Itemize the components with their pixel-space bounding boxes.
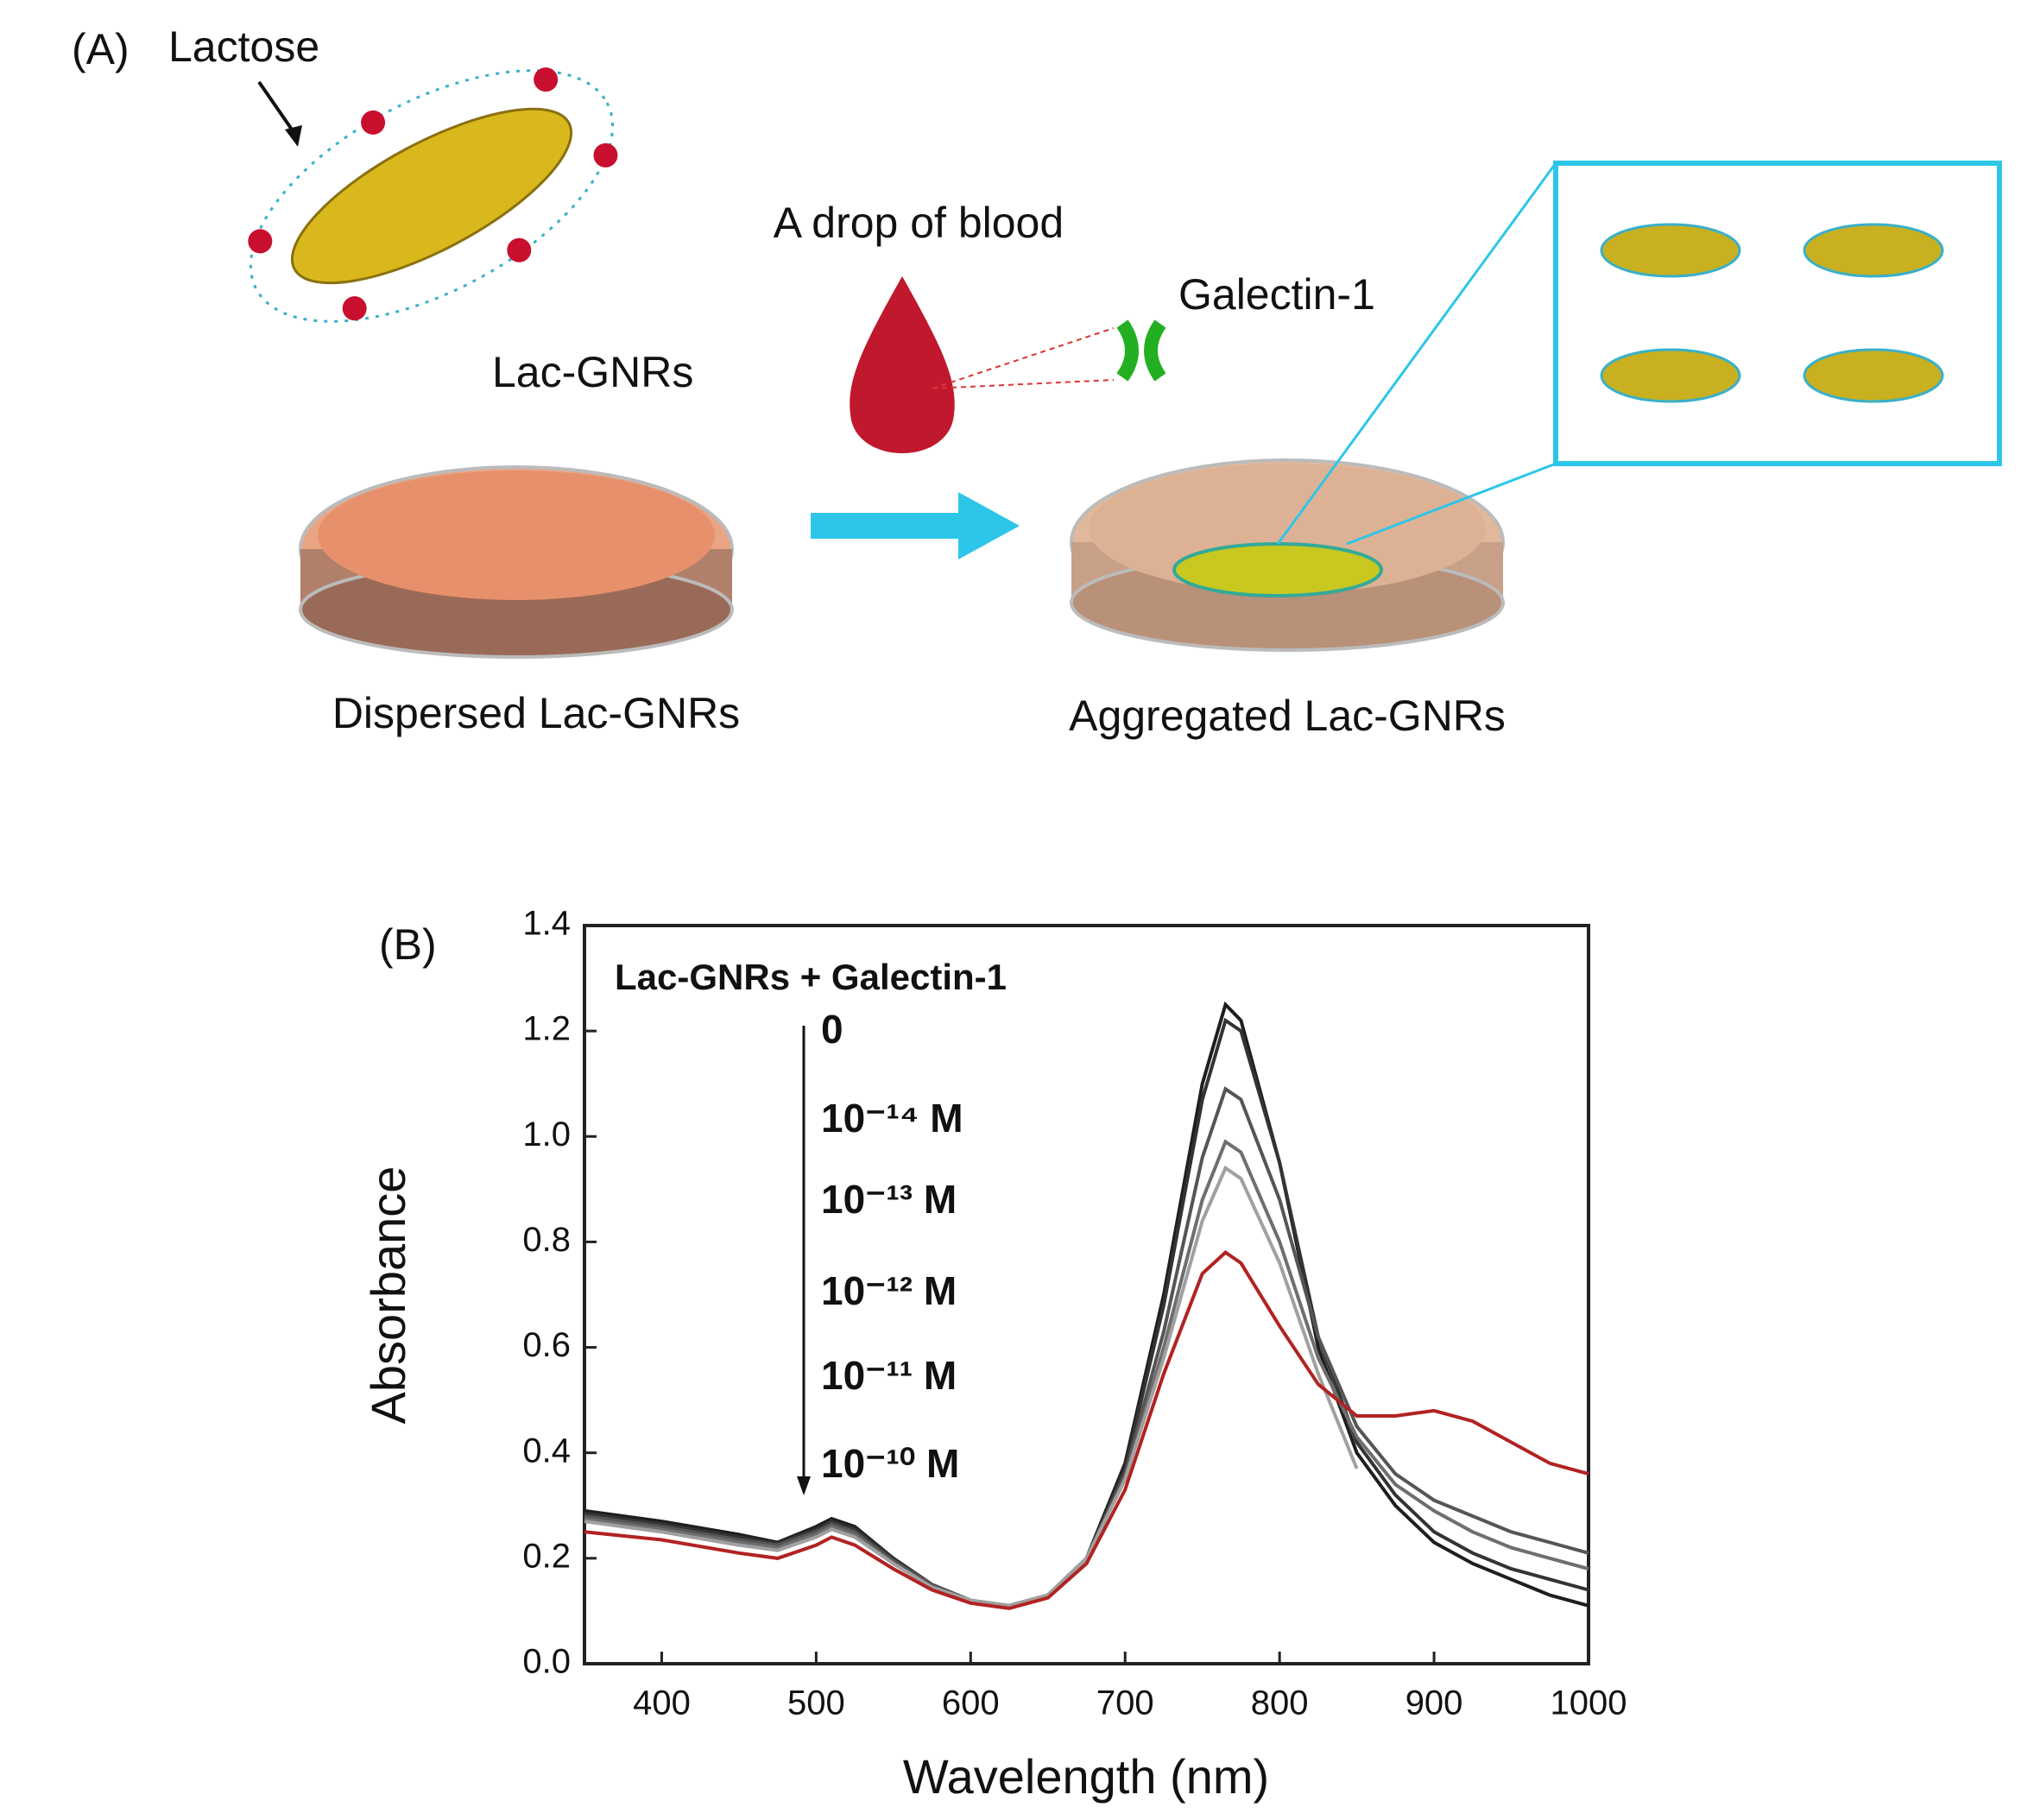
zoom-line <box>1276 162 1557 545</box>
rod-illustration <box>248 67 618 323</box>
arrow-head <box>797 1476 811 1495</box>
lactose-dot <box>507 237 532 262</box>
x-tick-label: 500 <box>787 1684 845 1722</box>
x-tick-label: 1000 <box>1551 1684 1627 1722</box>
y-tick-label: 0.8 <box>522 1221 571 1259</box>
dashed-line <box>932 379 1115 389</box>
legend-label: 10⁻¹¹ M <box>821 1353 957 1398</box>
panel-a: (A) Lactose Lac-GNRs A drop of blood Gal… <box>72 22 2002 740</box>
label-protein: Galectin-1 <box>1178 270 1375 319</box>
inset-rod <box>1600 348 1741 403</box>
lactose-dot <box>361 110 386 135</box>
y-axis-title: Absorbance <box>361 1166 415 1425</box>
x-tick-label: 800 <box>1251 1684 1309 1722</box>
blood-drop <box>850 276 955 453</box>
inset-rod <box>1803 348 1944 403</box>
process-arrow <box>811 492 1020 559</box>
label-lactose: Lactose <box>168 22 319 71</box>
aggregate <box>1172 542 1383 597</box>
x-tick-label: 600 <box>942 1684 1000 1722</box>
legend-title: Lac-GNRs + Galectin-1 <box>615 957 1007 997</box>
galectin-icon <box>1116 319 1166 382</box>
y-tick-label: 0.6 <box>522 1326 571 1364</box>
label-right-dish: Aggregated Lac-GNRs <box>1069 692 1506 740</box>
panel-b: (B) Lac-GNRs + Galectin-1 Wavelength (nm… <box>361 905 1627 1804</box>
series-line <box>584 1001 1589 1608</box>
series-line <box>584 1250 1589 1610</box>
series-line <box>584 1086 1589 1608</box>
legend-label: 0 <box>821 1007 843 1052</box>
plot-frame <box>583 924 1590 1665</box>
y-tick-label: 1.2 <box>522 1010 571 1048</box>
panel-label: (A) <box>72 25 129 73</box>
label-rod: Lac-GNRs <box>492 348 693 396</box>
lactose-dot <box>534 67 559 92</box>
y-tick-label: 1.0 <box>522 1115 571 1153</box>
x-tick-label: 700 <box>1096 1684 1154 1722</box>
zoom-line <box>1346 462 1557 546</box>
ligand-shell <box>249 69 615 323</box>
inset-rod <box>1803 223 1944 278</box>
inset-rod <box>1600 223 1741 278</box>
label-drop: A drop of blood <box>774 199 1064 247</box>
legend-label: 10⁻¹³ M <box>821 1177 957 1222</box>
x-tick-label: 900 <box>1405 1684 1463 1722</box>
legend-label: 10⁻¹⁰ M <box>821 1441 959 1486</box>
legend-label: 10⁻¹⁴ M <box>821 1096 963 1141</box>
y-tick-label: 0.0 <box>522 1643 571 1681</box>
lactose-dot <box>342 296 367 321</box>
x-axis-title: Wavelength (nm) <box>903 1749 1269 1804</box>
dish-liquid <box>318 471 715 600</box>
panel-label: (B) <box>379 920 437 969</box>
lactose-dot <box>248 229 273 254</box>
y-tick-label: 1.4 <box>522 905 571 943</box>
label-left-dish: Dispersed Lac-GNRs <box>332 689 740 737</box>
series-line <box>584 1165 1359 1608</box>
y-tick-label: 0.4 <box>522 1431 571 1469</box>
x-tick-label: 400 <box>633 1684 691 1722</box>
inset-box <box>1553 161 2002 466</box>
lactose-dot <box>593 142 618 167</box>
legend-label: 10⁻¹² M <box>821 1268 957 1313</box>
gold-rod <box>290 107 573 285</box>
y-tick-label: 0.2 <box>522 1537 571 1575</box>
dashed-line <box>932 327 1115 389</box>
series-line <box>584 1017 1589 1608</box>
arrow-head <box>285 125 302 147</box>
